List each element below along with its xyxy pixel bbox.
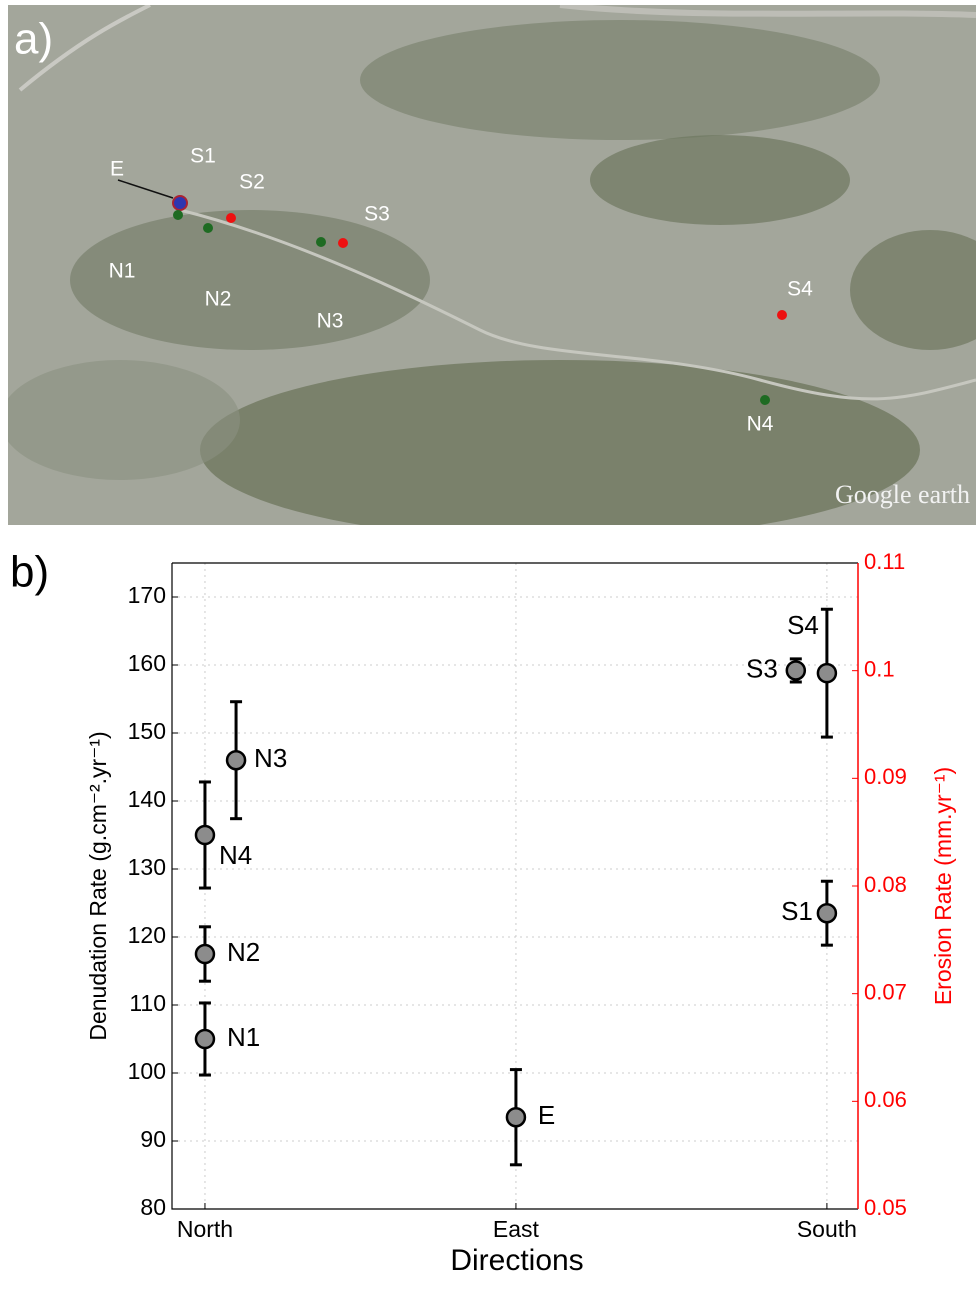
point-label: N4 [219,840,252,870]
site-label: N1 [109,260,136,283]
y2-axis-label: Erosion Rate (mm.yr⁻¹) [930,767,956,1005]
point-label: S3 [746,653,778,683]
y-tick-label: 110 [129,990,166,1016]
y2-tick-label: 0.1 [864,656,895,681]
y2-tick-label: 0.05 [864,1195,907,1220]
y-tick-label: 90 [140,1126,166,1152]
point-label: S1 [781,896,813,926]
point-label: N3 [254,743,287,773]
y-tick-label: 130 [128,854,166,880]
watermark: Google earth [835,480,970,509]
y-tick-label: 160 [128,650,166,676]
x-tick-label: North [177,1216,233,1242]
point [816,662,838,684]
y-axis-label: Denudation Rate (g.cm⁻².yr⁻¹) [85,731,111,1040]
site-label: E [110,158,124,181]
y2-tick-label: 0.11 [864,549,905,574]
y-tick-label: 100 [128,1058,166,1084]
y-tick-label: 140 [128,786,166,812]
point [194,824,216,846]
satellite-image [8,5,976,525]
axes [171,562,858,1210]
y-tick-label: 120 [128,922,166,948]
site-label: S1 [190,145,216,168]
site-label: S3 [364,203,390,226]
y-tick-label: 80 [140,1194,166,1220]
x-axis-label: Directions [450,1244,583,1277]
x-tick-label: South [797,1216,857,1242]
y-tick-label: 150 [128,718,166,744]
point-label: N1 [227,1022,260,1052]
panel-label: a) [14,15,53,64]
site-label: N2 [205,288,232,311]
y2-tick-label: 0.09 [864,764,907,789]
site-label: N3 [317,310,344,333]
site-label: N4 [747,413,774,436]
site-label: S2 [239,171,265,194]
point [225,749,247,771]
point-label: E [538,1100,555,1130]
point [785,660,807,681]
point [816,902,838,924]
point [505,1106,527,1128]
y-tick-label: 170 [128,582,166,608]
panel-label: b) [10,548,49,597]
point-label: S4 [787,610,819,640]
x-tick-label: East [493,1216,540,1242]
y2-tick-label: 0.06 [864,1087,907,1112]
site-label: S4 [787,278,813,301]
y2-tick-label: 0.07 [864,979,907,1004]
point-label: N2 [227,937,260,967]
point [194,1028,216,1050]
y2-tick-label: 0.08 [864,872,907,897]
point [194,943,216,965]
